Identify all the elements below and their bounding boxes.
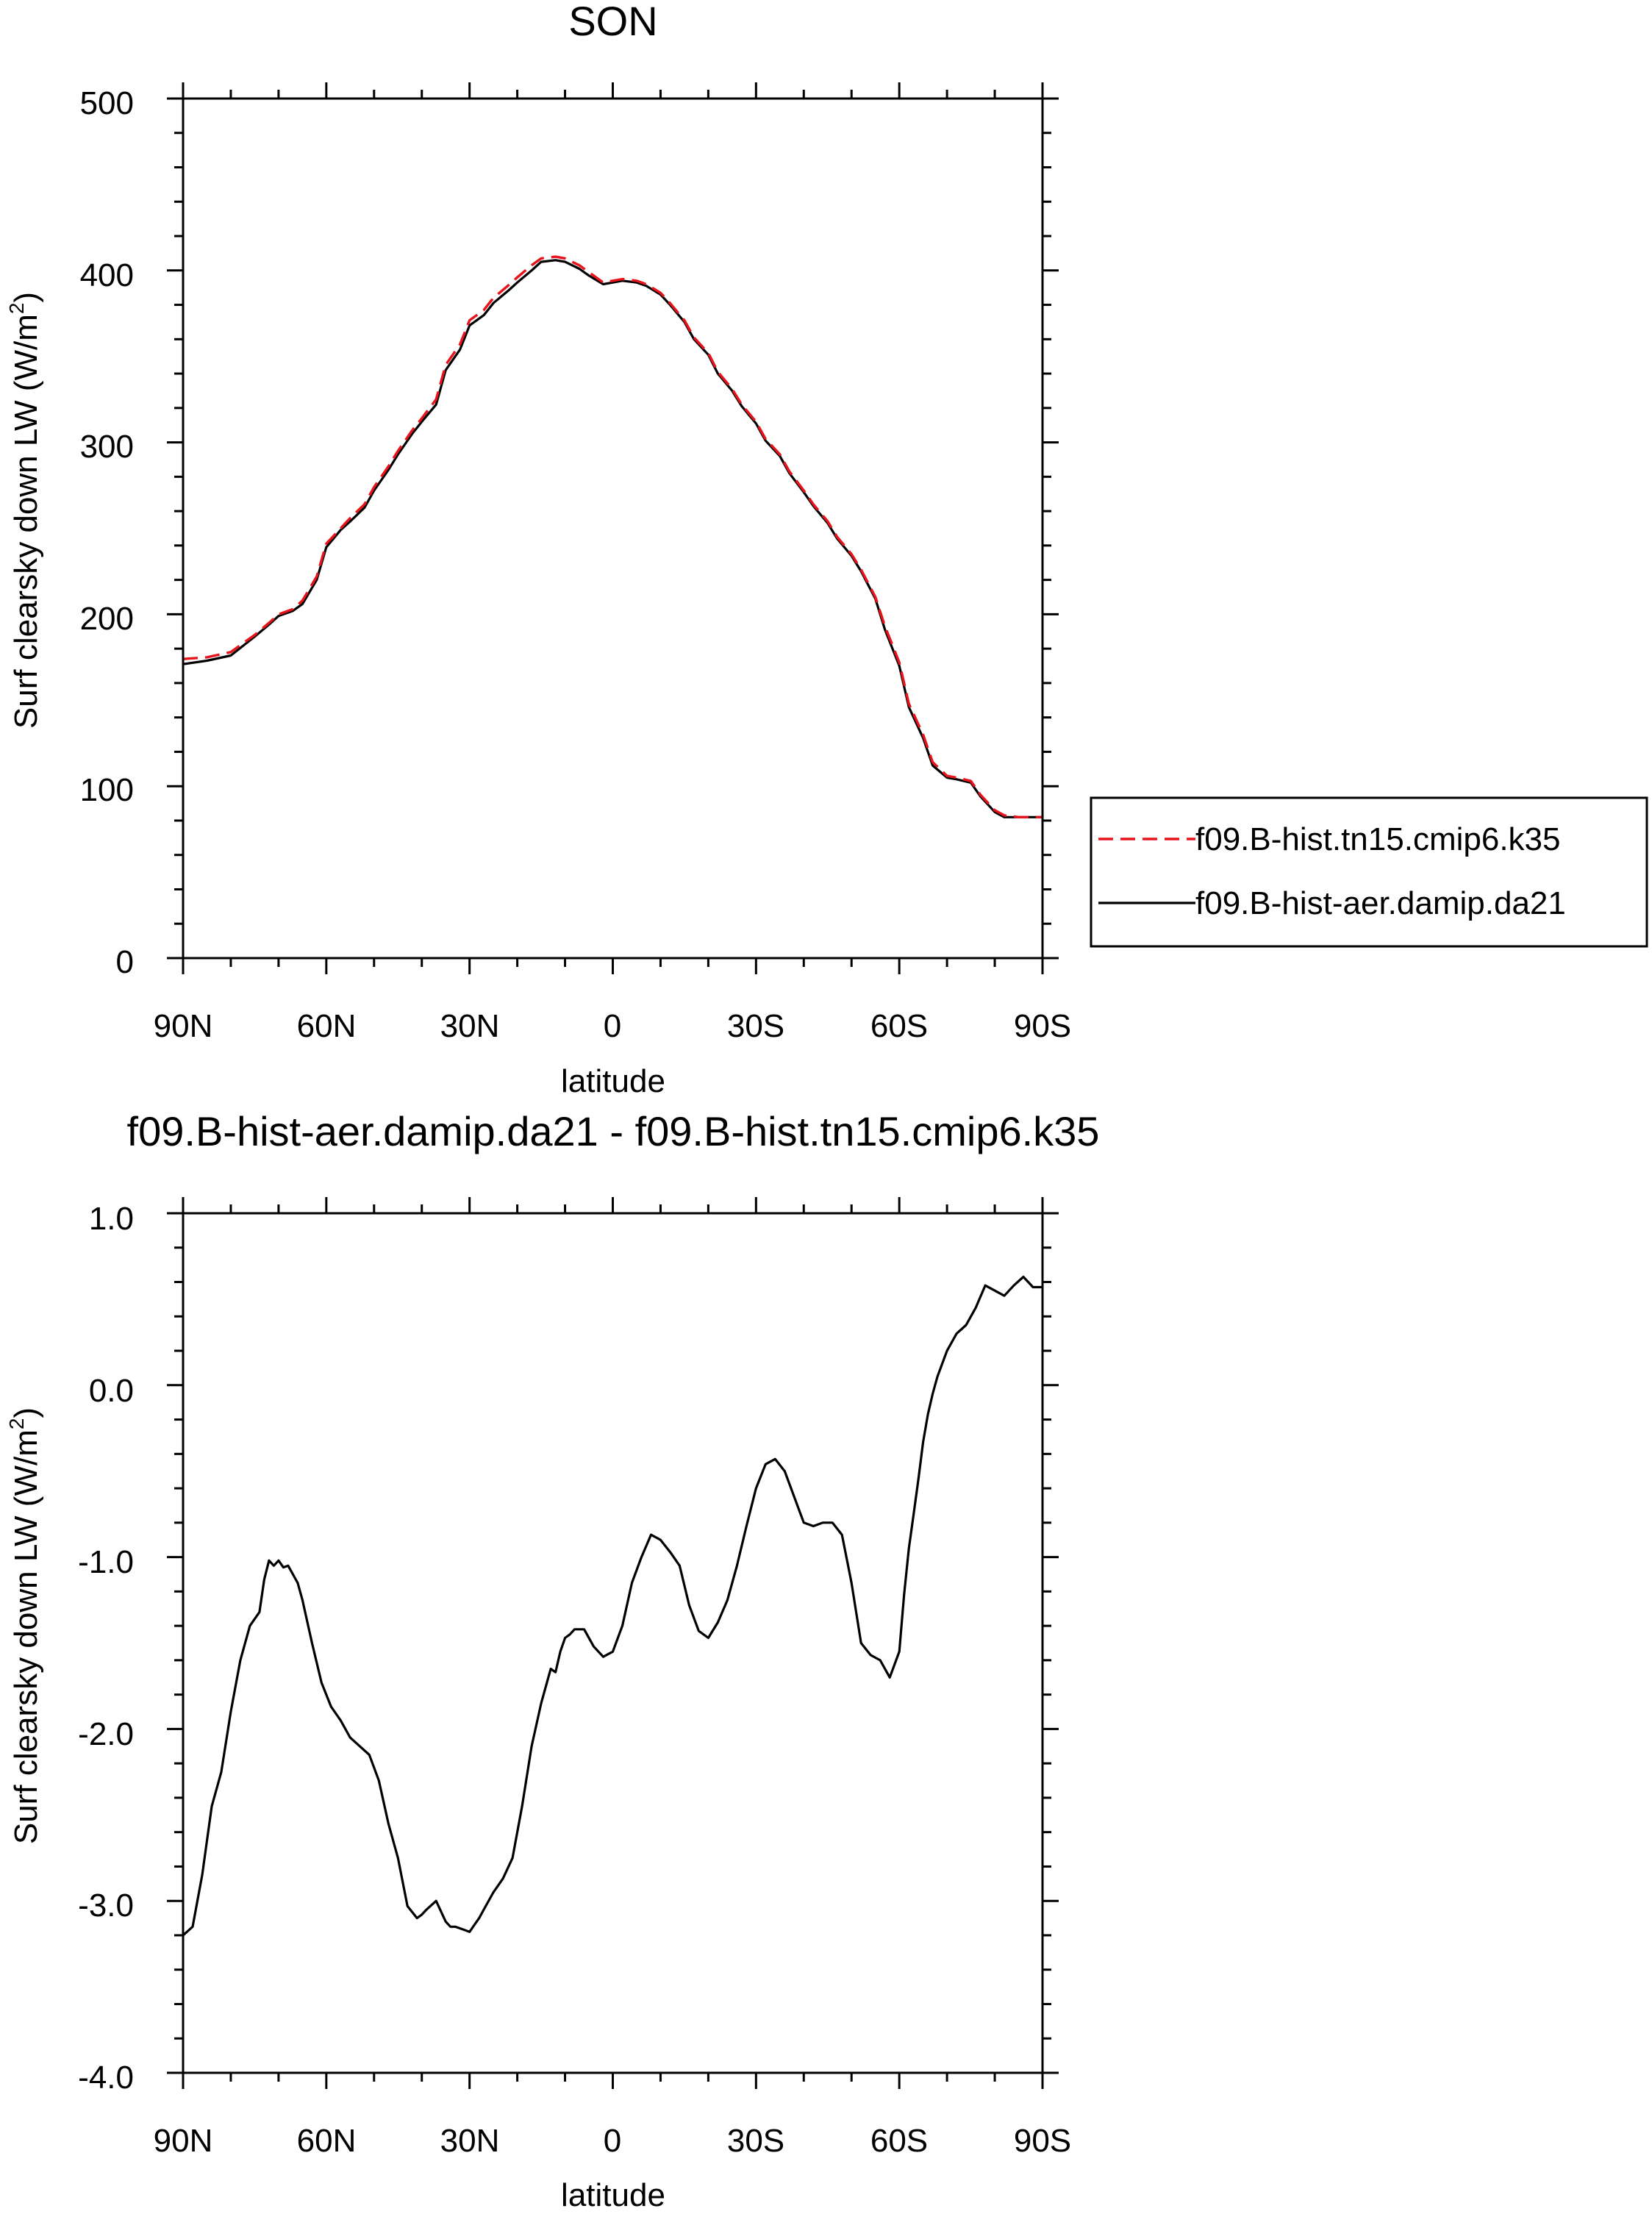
legend-box [1090, 796, 1648, 948]
legend-label: f09.B-hist-aer.damip.da21 [1195, 885, 1566, 921]
chart-bottom-y-axis-label-close: ) [8, 1407, 44, 1418]
legend-label: f09.B-hist.tn15.cmip6.k35 [1195, 821, 1560, 857]
chart-bottom-y-axis-label: Surf clearsky down LW (W/m2) [5, 1407, 44, 1844]
chart-top-x-tick-label: 30N [440, 1008, 500, 1044]
chart-bottom-x-tick-labels: 90N 60N 30N 0 30S 60S 90S [154, 2123, 1072, 2159]
chart-bottom-x-tick-label: 30S [727, 2123, 784, 2159]
line-series-difference [182, 1275, 1043, 1937]
chart-bottom-y-tick-label: -3.0 [78, 1888, 134, 1924]
legend-item: f09.B-hist-aer.damip.da21 [1098, 885, 1566, 921]
chart-top-x-tick-label: 90S [1014, 1008, 1071, 1044]
chart-bottom-y-tick-label: -4.0 [78, 2060, 134, 2096]
chart-top-y-tick-labels: 0 100 200 300 400 500 [80, 85, 134, 980]
chart-top-x-tick-label: 30S [727, 1008, 784, 1044]
chart-top-y-tick-label: 100 [80, 772, 134, 808]
chart-top-title: SON [568, 0, 657, 44]
chart-bottom-x-tick-label: 60S [870, 2123, 928, 2159]
chart-bottom-y-axis-label-sup: 2 [5, 1418, 28, 1430]
chart-bottom-y-axis-label-main: Surf clearsky down LW (W/m [8, 1429, 44, 1844]
chart-top-x-tick-label: 60N [297, 1008, 357, 1044]
chart-bottom-x-tick-label: 0 [604, 2123, 621, 2159]
chart-top-x-tick-label: 0 [604, 1008, 621, 1044]
chart-bottom-plot-area [167, 1197, 1059, 2089]
chart-top-legend: f09.B-hist.tn15.cmip6.k35 f09.B-hist-aer… [1090, 796, 1648, 948]
chart-bottom-x-tick-label: 30N [440, 2123, 500, 2159]
chart-bottom: f09.B-hist-aer.damip.da21 - f09.B-hist.t… [5, 1108, 1099, 2213]
chart-bottom-y-tick-label: -2.0 [78, 1716, 134, 1752]
chart-bottom-title: f09.B-hist-aer.damip.da21 - f09.B-hist.t… [127, 1108, 1100, 1154]
chart-bottom-frame [182, 1212, 1044, 2074]
chart-bottom-x-tick-label: 90N [154, 2123, 213, 2159]
chart-top-y-tick-label: 200 [80, 601, 134, 637]
chart-top-y-tick-label: 0 [116, 944, 134, 980]
chart-bottom-y-tick-label: 1.0 [89, 1201, 134, 1237]
chart-top-y-axis-label-close: ) [8, 292, 44, 303]
chart-bottom-x-tick-label: 60N [297, 2123, 357, 2159]
chart-bottom-y-tick-label: -1.0 [78, 1544, 134, 1580]
chart-top: SON 0 100 200 300 400 500 90N 60N 30N 0 … [5, 0, 1648, 1099]
chart-top-y-tick-label: 400 [80, 257, 134, 293]
line-series-f09-B-hist-tn15 [182, 255, 1043, 818]
chart-top-y-tick-label: 500 [80, 85, 134, 121]
chart-top-y-axis-label: Surf clearsky down LW (W/m2) [5, 292, 44, 729]
chart-top-x-tick-label: 60S [870, 1008, 928, 1044]
chart-top-x-tick-labels: 90N 60N 30N 0 30S 60S 90S [154, 1008, 1072, 1044]
chart-bottom-x-tick-label: 90S [1014, 2123, 1071, 2159]
legend-item: f09.B-hist.tn15.cmip6.k35 [1098, 821, 1560, 857]
chart-top-y-axis-label-sup: 2 [5, 303, 28, 315]
chart-top-y-axis-label-main: Surf clearsky down LW (W/m [8, 314, 44, 729]
chart-bottom-x-axis-label: latitude [561, 2177, 665, 2213]
chart-bottom-y-tick-label: 0.0 [89, 1373, 134, 1409]
chart-top-x-tick-label: 90N [154, 1008, 213, 1044]
chart-top-y-tick-label: 300 [80, 429, 134, 465]
chart-top-plot-area [167, 82, 1059, 974]
chart-top-x-axis-label: latitude [561, 1063, 665, 1099]
chart-top-frame [182, 97, 1044, 960]
chart-bottom-y-tick-labels: -4.0 -3.0 -2.0 -1.0 0.0 1.0 [78, 1201, 134, 2096]
line-series-f09-B-hist-aer [182, 259, 1043, 818]
